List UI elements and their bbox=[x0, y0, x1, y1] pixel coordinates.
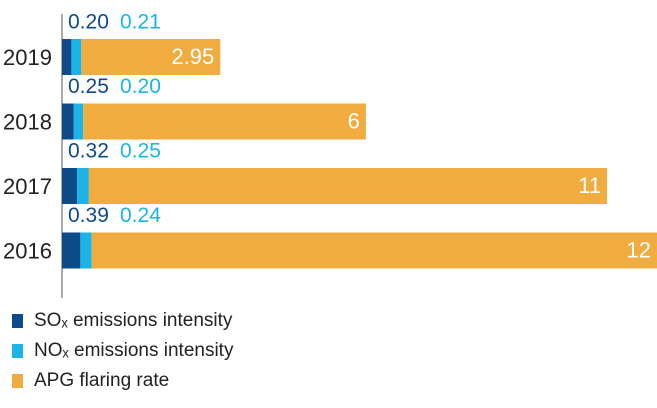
value-label: 0.20 bbox=[120, 75, 161, 98]
value-label: 2.95 bbox=[171, 44, 214, 69]
legend-swatch bbox=[12, 374, 23, 388]
bar-segment bbox=[62, 103, 74, 140]
y-tick-label: 2019 bbox=[3, 45, 52, 70]
bar-segment bbox=[71, 39, 82, 75]
y-tick-label: 2017 bbox=[3, 174, 52, 199]
value-label: 0.20 bbox=[68, 11, 109, 34]
bar-segment bbox=[62, 168, 78, 204]
y-tick-label: 2016 bbox=[3, 238, 52, 263]
value-label: 11 bbox=[578, 173, 601, 198]
value-label: 0.25 bbox=[68, 75, 109, 98]
legend-swatch bbox=[12, 314, 23, 328]
value-label: 0.25 bbox=[120, 140, 161, 163]
bar-segment bbox=[62, 232, 81, 269]
legend-swatch bbox=[12, 344, 23, 358]
bar-segment bbox=[62, 39, 72, 75]
legend-label: SOₓ emissions intensity bbox=[34, 310, 233, 331]
y-tick-label: 2018 bbox=[3, 109, 52, 134]
value-label: 0.39 bbox=[68, 204, 109, 227]
bar-segment bbox=[88, 168, 608, 204]
bar-segment bbox=[73, 103, 84, 140]
bar-segment bbox=[91, 232, 657, 269]
bar-segment bbox=[83, 103, 366, 140]
value-label: 0.32 bbox=[68, 140, 109, 163]
value-label: 0.24 bbox=[120, 204, 161, 227]
bar-segment bbox=[81, 39, 221, 75]
value-label: 12 bbox=[627, 237, 651, 262]
bar-segment bbox=[77, 168, 89, 204]
value-label: 6 bbox=[348, 108, 360, 133]
legend-label: APG flaring rate bbox=[34, 370, 169, 391]
bar-segment bbox=[80, 232, 92, 269]
legend-label: NOₓ emissions intensity bbox=[34, 340, 234, 361]
value-label: 0.21 bbox=[120, 11, 161, 34]
